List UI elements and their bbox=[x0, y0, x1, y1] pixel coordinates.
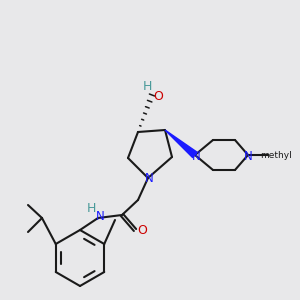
Text: H: H bbox=[142, 80, 152, 92]
Text: N: N bbox=[96, 211, 104, 224]
Polygon shape bbox=[165, 130, 197, 158]
Text: H: H bbox=[86, 202, 96, 214]
Text: O: O bbox=[137, 224, 147, 236]
Text: N: N bbox=[244, 149, 252, 163]
Text: N: N bbox=[192, 149, 200, 163]
Text: N: N bbox=[145, 172, 153, 185]
Text: methyl: methyl bbox=[260, 151, 292, 160]
Text: O: O bbox=[153, 89, 163, 103]
